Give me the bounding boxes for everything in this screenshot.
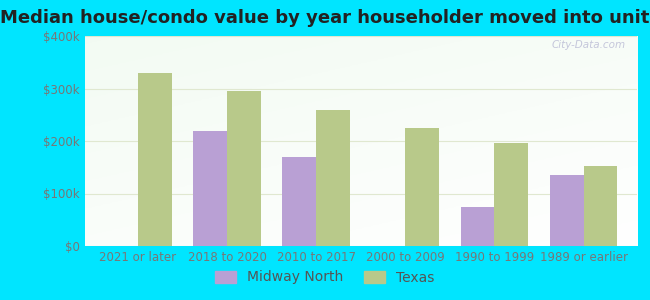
Bar	[282, 157, 316, 246]
Bar	[495, 142, 528, 246]
Bar	[193, 130, 227, 246]
Text: Median house/condo value by year householder moved into unit: Median house/condo value by year househo…	[0, 9, 650, 27]
Bar	[227, 91, 261, 246]
Bar	[316, 110, 350, 246]
Bar	[406, 128, 439, 246]
Text: City-Data.com: City-Data.com	[552, 40, 626, 50]
Bar	[550, 175, 584, 246]
Legend: Midway North, Texas: Midway North, Texas	[210, 265, 440, 290]
Bar	[138, 73, 172, 246]
Bar	[461, 207, 495, 246]
Bar	[584, 166, 618, 246]
